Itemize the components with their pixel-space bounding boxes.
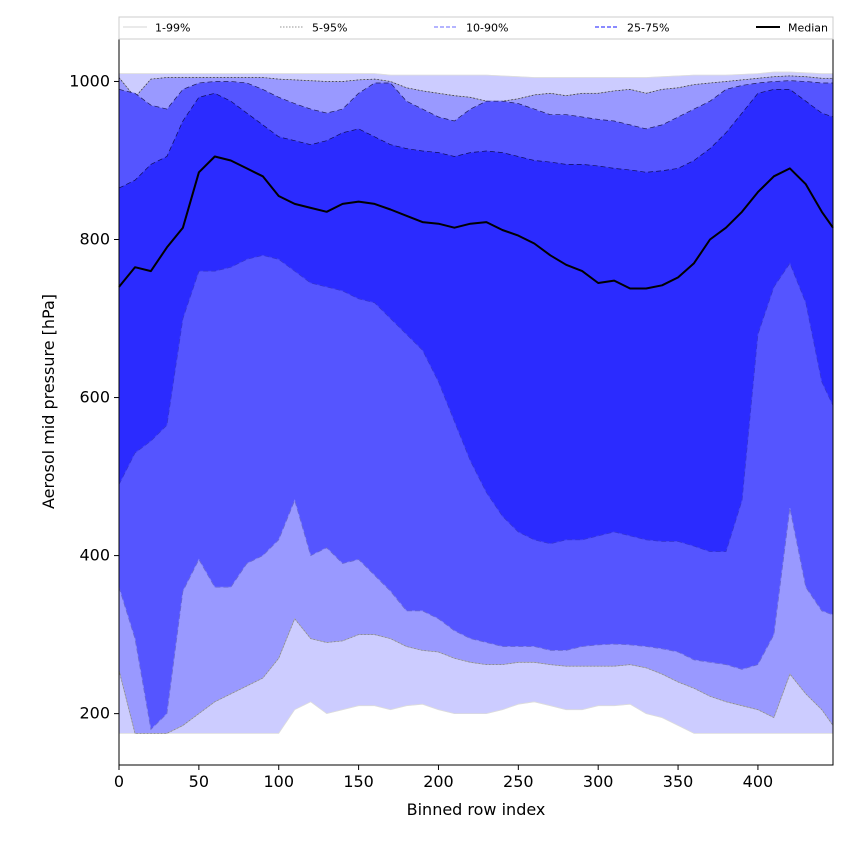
x-tick-label: 350 bbox=[663, 772, 694, 791]
legend-label: 25-75% bbox=[627, 22, 669, 35]
x-tick-label: 300 bbox=[583, 772, 614, 791]
y-tick-label: 400 bbox=[79, 546, 110, 565]
y-axis-label: Aerosol mid pressure [hPa] bbox=[39, 294, 58, 509]
percentile-bands bbox=[118, 71, 834, 734]
median-layer bbox=[118, 155, 834, 290]
y-tick-label: 200 bbox=[79, 704, 110, 723]
x-tick-label: 100 bbox=[263, 772, 294, 791]
legend-label: 1-99% bbox=[155, 22, 190, 35]
x-axis-label: Binned row index bbox=[407, 800, 546, 819]
legend-box bbox=[118, 16, 834, 40]
band-upper-edge bbox=[118, 75, 833, 102]
band-upper-edge bbox=[118, 80, 833, 130]
x-tick-label: 150 bbox=[343, 772, 374, 791]
x-tick-label: 50 bbox=[189, 772, 209, 791]
band-upper-edge bbox=[119, 71, 833, 78]
band-lower-edge bbox=[118, 499, 834, 731]
x-tick-label: 0 bbox=[114, 772, 124, 791]
legend-label: 5-95% bbox=[312, 22, 347, 35]
band-lower-edge bbox=[119, 701, 833, 734]
x-tick-label: 200 bbox=[423, 772, 454, 791]
legend: 1-99% 5-95% 10-90% 25-75% Median bbox=[118, 16, 834, 40]
x-tick-label: 400 bbox=[743, 772, 774, 791]
legend-label: Median bbox=[788, 22, 828, 35]
y-tick-label: 800 bbox=[79, 230, 110, 249]
band-upper-edge bbox=[118, 89, 834, 189]
plot-area bbox=[118, 37, 834, 766]
x-axis: 0 50 100 150 200 250 300 350 400 bbox=[114, 765, 773, 791]
median-line bbox=[118, 155, 834, 290]
legend-label: 10-90% bbox=[466, 22, 508, 35]
y-axis: 200 400 600 800 1000 bbox=[69, 71, 119, 723]
band-lower-edge bbox=[118, 254, 834, 552]
y-tick-label: 600 bbox=[79, 388, 110, 407]
x-tick-label: 250 bbox=[503, 772, 534, 791]
y-tick-label: 1000 bbox=[69, 71, 110, 90]
